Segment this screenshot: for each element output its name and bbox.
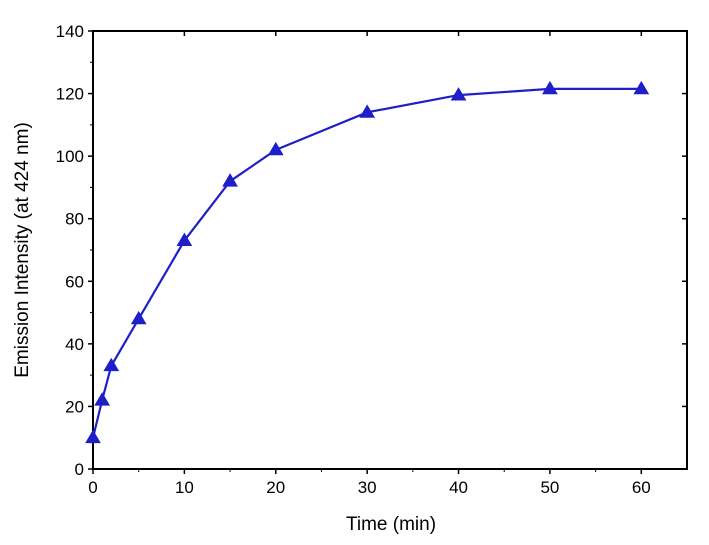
x-tick-label: 0 (88, 478, 97, 497)
series-line (91, 87, 642, 438)
data-point-marker (359, 104, 376, 118)
y-tick-label: 100 (56, 147, 84, 166)
y-tick-label: 140 (56, 22, 84, 41)
data-point-marker (94, 392, 111, 406)
data-point-marker (103, 357, 120, 372)
x-tick-label: 60 (632, 478, 651, 497)
y-tick-label: 60 (65, 272, 84, 291)
y-tick-label: 0 (75, 460, 84, 479)
x-tick-label: 30 (358, 478, 377, 497)
x-axis-label: Time (min) (346, 514, 436, 535)
data-point-marker (450, 87, 467, 101)
y-tick-label: 20 (65, 397, 84, 416)
y-tick-label: 80 (65, 210, 84, 229)
x-tick-label: 40 (449, 478, 468, 497)
x-tick-label: 20 (266, 478, 285, 497)
x-tick-label: 50 (540, 478, 559, 497)
x-axis-ticks: 0 10 20 30 40 50 60 (88, 31, 651, 497)
data-point-marker (85, 429, 101, 444)
y-tick-label: 40 (65, 335, 84, 354)
data-point-marker (222, 173, 238, 187)
data-point-marker (176, 232, 193, 247)
data-point-marker (267, 141, 284, 156)
x-tick-label: 10 (175, 478, 194, 497)
data-point-marker (633, 80, 650, 95)
y-axis-label: Emission Intensity (at 424 nm) (12, 122, 33, 378)
y-axis-ticks: 0 20 40 60 80 100 120 140 (56, 22, 687, 479)
data-point-marker (130, 310, 147, 325)
data-point-marker (542, 80, 558, 95)
series-layer (85, 80, 650, 444)
y-tick-label: 120 (56, 85, 84, 104)
plot-frame (92, 30, 688, 470)
